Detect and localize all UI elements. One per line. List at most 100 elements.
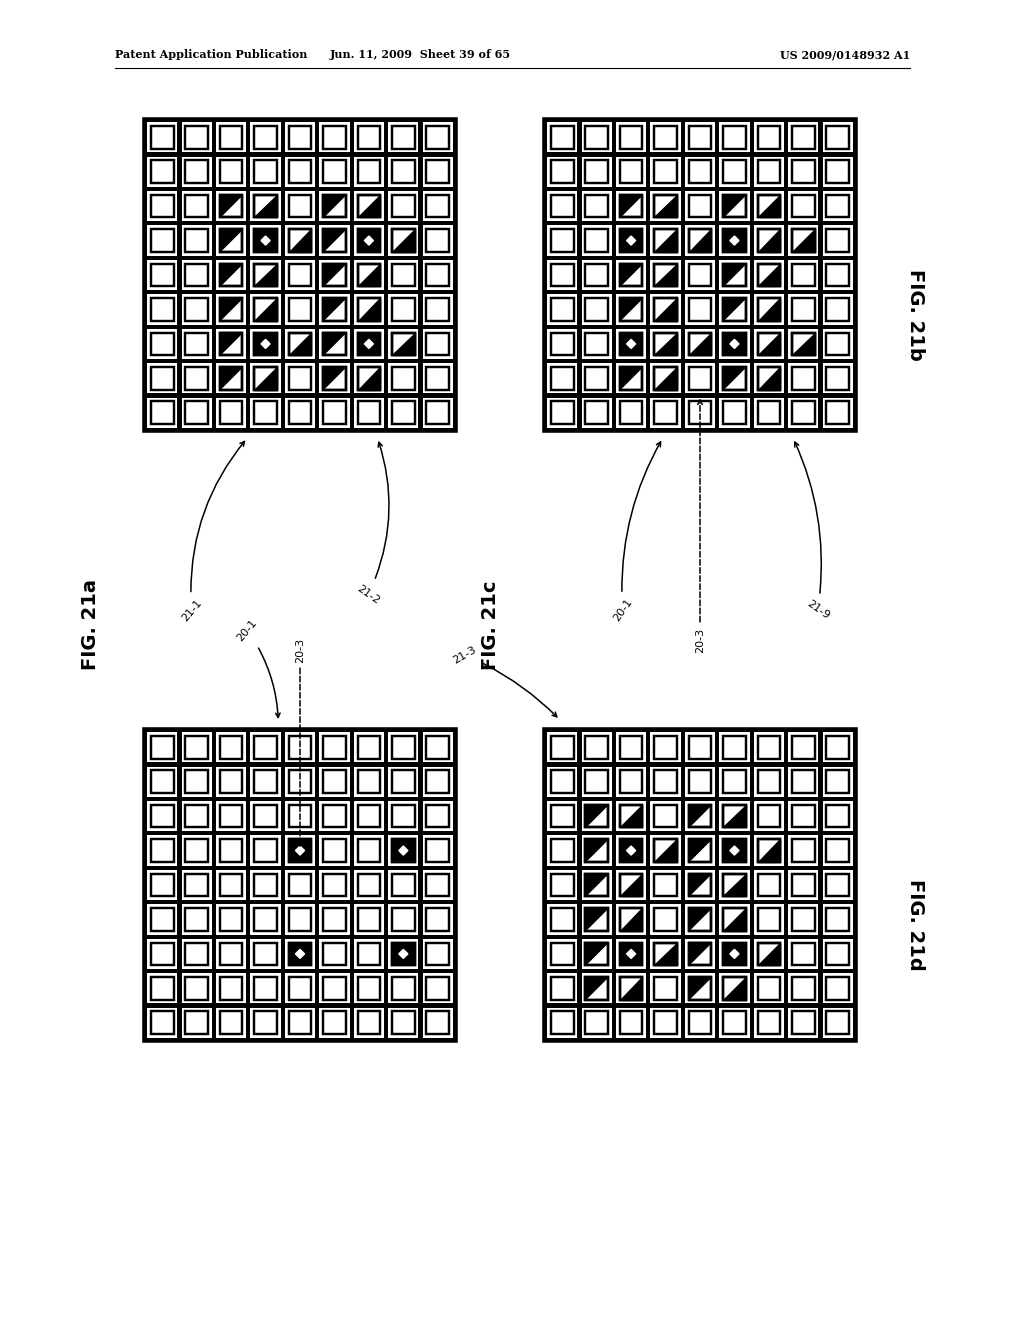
Bar <box>181 767 212 797</box>
Polygon shape <box>723 367 745 389</box>
Bar <box>426 230 450 252</box>
Bar <box>216 1007 246 1038</box>
Bar <box>719 191 750 222</box>
Bar <box>822 870 853 900</box>
Bar <box>792 333 815 355</box>
Bar <box>185 125 208 149</box>
Bar <box>620 401 642 424</box>
Bar <box>582 294 611 325</box>
Bar <box>181 363 212 393</box>
Bar <box>254 367 276 389</box>
Bar <box>822 260 853 290</box>
Bar <box>357 230 380 252</box>
Polygon shape <box>324 333 346 355</box>
Bar <box>792 125 815 149</box>
Text: 20-1: 20-1 <box>611 442 660 623</box>
Polygon shape <box>688 230 712 252</box>
Bar <box>723 805 745 828</box>
Polygon shape <box>296 846 304 855</box>
Bar <box>788 157 818 187</box>
Bar <box>388 870 419 900</box>
Bar <box>289 333 311 355</box>
Bar <box>254 125 276 149</box>
Bar <box>324 735 346 759</box>
Bar <box>723 840 745 862</box>
Bar <box>285 767 315 797</box>
Bar <box>388 1007 419 1038</box>
Polygon shape <box>620 298 642 321</box>
Bar <box>181 836 212 866</box>
Bar <box>822 226 853 256</box>
Bar <box>654 333 677 355</box>
Bar <box>650 973 681 1003</box>
Polygon shape <box>324 195 346 218</box>
Bar <box>181 870 212 900</box>
Polygon shape <box>654 333 677 355</box>
Polygon shape <box>586 840 608 862</box>
Bar <box>357 125 380 149</box>
Bar <box>620 942 642 965</box>
Bar <box>582 121 611 152</box>
Bar <box>353 836 384 866</box>
Bar <box>426 1011 450 1034</box>
Bar <box>319 363 349 393</box>
Bar <box>181 904 212 935</box>
Bar <box>586 908 608 931</box>
Bar <box>685 939 715 969</box>
Bar <box>620 333 642 355</box>
Bar <box>685 904 715 935</box>
Bar <box>324 771 346 793</box>
Bar <box>826 264 849 286</box>
Bar <box>319 904 349 935</box>
Bar <box>620 230 642 252</box>
Bar <box>650 294 681 325</box>
Bar <box>216 973 246 1003</box>
Bar <box>788 801 818 832</box>
Bar <box>254 735 276 759</box>
Bar <box>551 298 573 321</box>
Bar <box>620 840 642 862</box>
Bar <box>822 767 853 797</box>
Bar <box>685 973 715 1003</box>
Bar <box>723 908 745 931</box>
Bar <box>754 329 784 359</box>
Polygon shape <box>723 298 745 321</box>
Bar <box>392 805 415 828</box>
Bar <box>685 226 715 256</box>
Bar <box>151 298 174 321</box>
Bar <box>254 977 276 999</box>
Bar <box>357 160 380 183</box>
Bar <box>620 367 642 389</box>
Polygon shape <box>758 195 780 218</box>
Bar <box>147 836 177 866</box>
Bar <box>353 939 384 969</box>
Bar <box>758 230 780 252</box>
Bar <box>620 195 642 218</box>
Bar <box>654 874 677 896</box>
Bar <box>654 298 677 321</box>
Bar <box>547 1007 578 1038</box>
Bar <box>423 363 453 393</box>
Bar <box>289 874 311 896</box>
Bar <box>754 226 784 256</box>
Bar <box>586 160 608 183</box>
Bar <box>151 771 174 793</box>
Bar <box>688 125 712 149</box>
Bar <box>822 157 853 187</box>
Bar <box>216 329 246 359</box>
Bar <box>822 836 853 866</box>
Polygon shape <box>792 230 815 252</box>
Bar <box>822 801 853 832</box>
Bar <box>251 733 281 763</box>
Bar <box>392 401 415 424</box>
Bar <box>324 230 346 252</box>
Bar <box>754 260 784 290</box>
Bar <box>654 942 677 965</box>
Bar <box>688 840 712 862</box>
Polygon shape <box>723 977 745 999</box>
Bar <box>151 195 174 218</box>
Bar <box>324 160 346 183</box>
Bar <box>792 160 815 183</box>
Bar <box>826 230 849 252</box>
Bar <box>547 973 578 1003</box>
